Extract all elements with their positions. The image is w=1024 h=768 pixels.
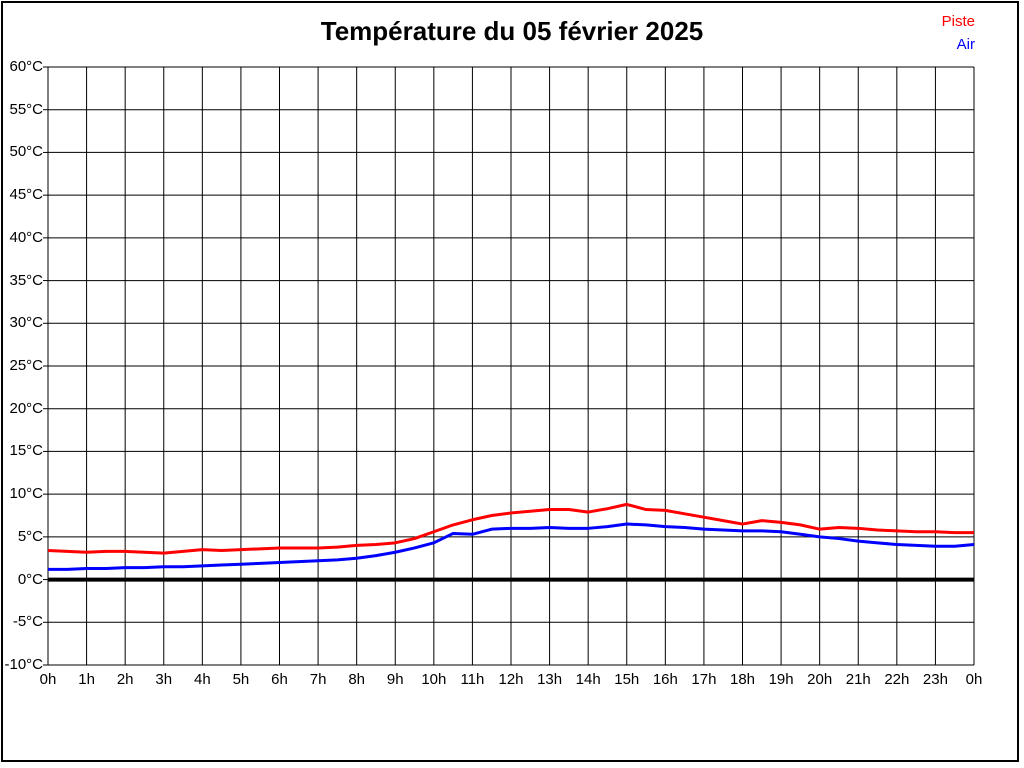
x-tick-label: 19h <box>768 671 794 688</box>
x-tick-label: 20h <box>807 671 833 688</box>
x-tick-label: 7h <box>309 671 327 688</box>
series-line-air <box>48 522 975 571</box>
x-tick-label: 9h <box>386 671 404 688</box>
y-tick-label: 35°C <box>9 271 43 289</box>
x-tick-label: 16h <box>652 671 678 688</box>
x-tick-label: 5h <box>232 671 250 688</box>
x-tick-label: 8h <box>348 671 365 688</box>
x-tick-label: 6h <box>271 671 288 688</box>
y-tick-label: 60°C <box>9 58 43 75</box>
x-tick-label: 0h <box>39 671 57 688</box>
y-tick-label: 40°C <box>9 228 43 246</box>
y-tick-label: 50°C <box>9 143 43 161</box>
legend-item-piste: Piste <box>941 13 975 30</box>
legend: Piste Air <box>942 10 975 56</box>
x-tick-label: 1h <box>78 671 95 688</box>
y-tick-label: 15°C <box>9 442 43 460</box>
x-tick-label: 18h <box>729 671 756 688</box>
x-tick-label: 23h <box>922 671 948 688</box>
y-tick-label: -10°C <box>4 656 43 673</box>
y-tick-label: 5°C <box>17 527 43 545</box>
x-tick-label: 4h <box>193 671 211 688</box>
series-line-piste <box>47 502 974 555</box>
x-tick-label: 2h <box>116 671 134 688</box>
y-tick-label: 45°C <box>9 186 43 204</box>
x-tick-label: 13h <box>537 671 563 688</box>
y-tick-label: 25°C <box>9 357 43 374</box>
x-tick-label: 17h <box>691 671 717 688</box>
y-tick-label: 30°C <box>9 314 43 332</box>
x-tick-label: 12h <box>498 671 524 688</box>
x-tick-label: 21h <box>845 671 871 688</box>
legend-item-air: Air <box>956 36 975 53</box>
x-tick-label: 10h <box>421 671 447 688</box>
y-tick-label: 0°C <box>17 570 43 588</box>
y-tick-label: 20°C <box>9 399 43 417</box>
x-tick-label: 11h <box>460 671 485 688</box>
y-tick-label: 55°C <box>9 100 43 118</box>
y-tick-label: 10°C <box>9 485 43 503</box>
chart-title: Température du 05 février 2025 <box>320 16 704 46</box>
x-tick-label: 3h <box>155 671 173 688</box>
x-tick-label: 22h <box>884 671 910 688</box>
x-tick-label: 15h <box>614 671 640 688</box>
y-tick-label: -5°C <box>12 613 43 631</box>
x-tick-label: 0h <box>965 671 983 688</box>
x-tick-label: 14h <box>575 671 601 688</box>
